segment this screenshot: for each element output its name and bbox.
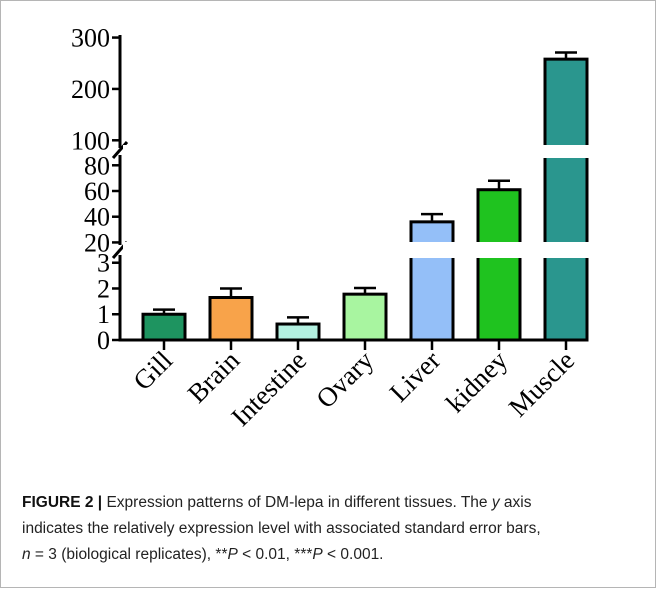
x-tick-label-ovary: Ovary bbox=[310, 345, 379, 414]
axis-break-gap-2 bbox=[123, 145, 593, 158]
bar-liver bbox=[409, 220, 455, 342]
x-tick-label-intestine: Intestine bbox=[225, 345, 312, 432]
axis-break-gap-1 bbox=[123, 242, 593, 258]
caption-p-symbol-1: P bbox=[227, 546, 238, 563]
y-tick-label-20: 20 bbox=[84, 228, 110, 257]
x-tick-label-kidney: kidney bbox=[440, 345, 514, 419]
y-tick-label-0: 0 bbox=[97, 326, 110, 355]
x-tick-label-gill: Gill bbox=[127, 345, 178, 396]
x-tick-label-muscle: Muscle bbox=[503, 345, 580, 422]
caption-line3c: < 0.001. bbox=[322, 546, 384, 563]
caption-line3b: < 0.01, *** bbox=[237, 546, 313, 563]
figure-caption: FIGURE 2 | Expression patterns of DM-lep… bbox=[22, 490, 638, 568]
y-tick-label-60: 60 bbox=[84, 177, 110, 206]
axis-break-mark-2 bbox=[111, 141, 129, 159]
y-tick-label-100: 100 bbox=[71, 126, 110, 155]
y-tick-label-2: 2 bbox=[97, 274, 110, 303]
bar-intestine bbox=[275, 322, 321, 342]
bar-ovary bbox=[342, 292, 388, 342]
y-tick-label-40: 40 bbox=[84, 203, 110, 232]
y-tick-label-1: 1 bbox=[97, 300, 110, 329]
bar-brain bbox=[208, 296, 254, 342]
caption-n-symbol: n bbox=[22, 546, 31, 563]
y-tick-label-80: 80 bbox=[84, 151, 110, 180]
caption-lead: FIGURE 2 | bbox=[22, 494, 103, 511]
bar-muscle bbox=[543, 57, 589, 342]
y-tick-label-300: 300 bbox=[71, 24, 110, 53]
y-tick-label-3: 3 bbox=[97, 249, 110, 278]
caption-p-symbol-2: P bbox=[312, 546, 323, 563]
caption-line2: indicates the relatively expression leve… bbox=[22, 520, 541, 537]
caption-y-symbol: y bbox=[491, 494, 500, 511]
bar-kidney bbox=[476, 188, 522, 342]
bar-gill bbox=[141, 312, 187, 342]
x-tick-label-liver: Liver bbox=[384, 345, 447, 408]
caption-line1b: axis bbox=[499, 494, 532, 511]
caption-line1: Expression patterns of DM-lepa in differ… bbox=[102, 494, 492, 511]
caption-line3a: = 3 (biological replicates), ** bbox=[30, 546, 228, 563]
y-tick-label-200: 200 bbox=[71, 75, 110, 104]
